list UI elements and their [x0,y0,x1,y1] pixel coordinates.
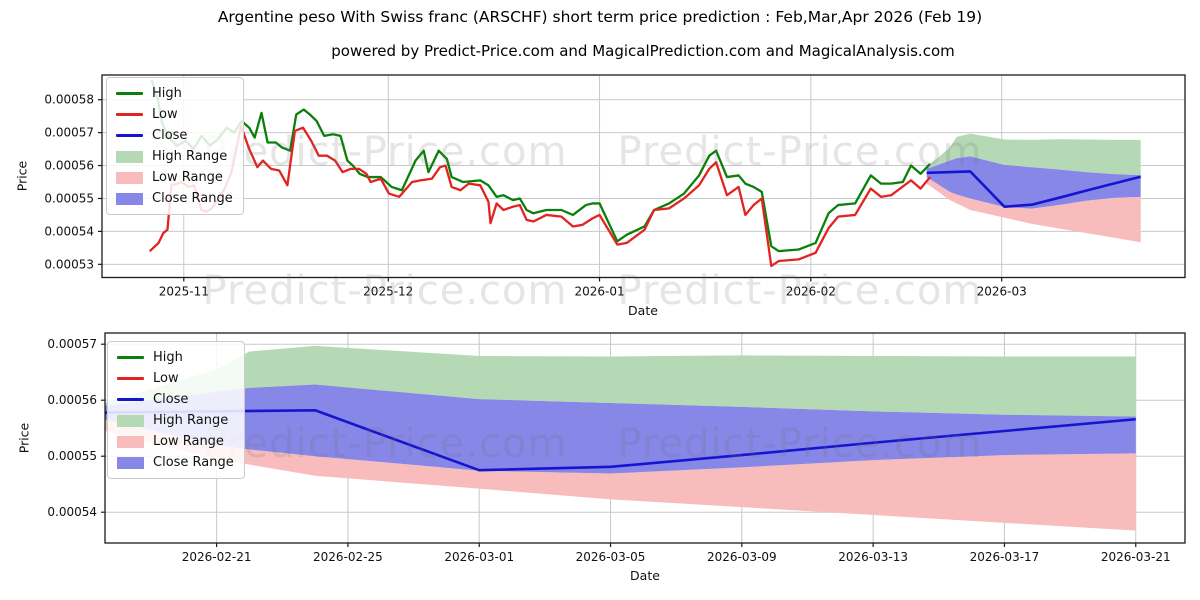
svg-text:2025-11: 2025-11 [159,285,209,299]
legend-label: High [152,86,182,101]
y-axis-label-history: Price [14,160,30,192]
high-line-swatch-icon [116,92,143,95]
svg-text:0.00056: 0.00056 [44,159,94,173]
close-line-swatch-icon [117,398,144,401]
legend-label: Low Range [153,434,224,449]
legend-item-close-range: Close Range [117,453,234,472]
legend-item-low: Low [116,105,233,124]
svg-text:2026-03: 2026-03 [977,285,1027,299]
watermark-text: Predict-Price.com [617,268,983,314]
legend-item-close: Close [116,126,233,145]
watermark-text: Predict-Price.com [202,268,568,314]
low-range-swatch-icon [116,171,143,184]
svg-text:2026-03-01: 2026-03-01 [444,550,514,564]
legend-label: Low [153,371,179,386]
svg-text:2026-02-21: 2026-02-21 [182,550,252,564]
high-line-swatch-icon [117,356,144,359]
svg-text:2026-03-05: 2026-03-05 [576,550,646,564]
x-axis-label-history: Date [628,303,658,318]
svg-text:2026-03-09: 2026-03-09 [707,550,777,564]
svg-text:2026-03-21: 2026-03-21 [1101,550,1171,564]
watermark-text: Predict-Price.com [202,129,568,175]
high-range-swatch-icon [117,414,144,427]
chart-history-with-forecast: 2025-11 2025-12 2026-01 2026-02 2026-03 0.000… [44,74,1186,299]
high-range-swatch-icon [116,150,143,163]
svg-text:2025-12: 2025-12 [363,285,413,299]
legend-item-high: High [117,348,234,367]
svg-text:0.00058: 0.00058 [44,93,94,107]
legend-item-high: High [116,84,233,103]
legend-item-close: Close [117,390,234,409]
legend-forecast-chart: High Low Close High Range Low Range Clos… [107,341,245,479]
watermark-text: Predict-Price.com [202,421,568,467]
close-range-swatch-icon [117,456,144,469]
svg-text:0.00056: 0.00056 [47,393,97,407]
legend-label: Close Range [153,455,234,470]
x-axis-label-forecast: Date [630,568,660,583]
close-range-swatch-icon [116,192,143,205]
legend-label: Close [152,128,188,143]
chart-forecast-detail: 2026-02-21 2026-02-25 2026-03-01 2026-03-05… [47,332,1186,564]
legend-item-low-range: Low Range [116,168,233,187]
svg-text:2026-03-17: 2026-03-17 [970,550,1040,564]
legend-label: High Range [152,149,228,164]
svg-text:2026-01: 2026-01 [574,285,624,299]
legend-item-low: Low [117,369,234,388]
legend-label: Low Range [152,170,223,185]
legend-item-low-range: Low Range [117,432,234,451]
svg-text:2026-02: 2026-02 [786,285,836,299]
legend-item-high-range: High Range [117,411,234,430]
svg-text:0.00057: 0.00057 [47,337,97,351]
legend-history-chart: High Low Close High Range Low Range Clos… [106,77,244,215]
legend-item-close-range: Close Range [116,189,233,208]
legend-label: Low [152,107,178,122]
legend-label: High Range [153,413,229,428]
svg-text:0.00054: 0.00054 [47,505,97,519]
low-line-swatch-icon [116,113,143,116]
svg-text:0.00053: 0.00053 [44,257,94,271]
svg-text:0.00057: 0.00057 [44,126,94,140]
watermark-text: Predict-Price.com [617,421,983,467]
low-range-swatch-icon [117,435,144,448]
svg-text:2026-03-13: 2026-03-13 [838,550,908,564]
legend-label: Close Range [152,191,233,206]
close-line-swatch-icon [116,134,143,137]
legend-label: High [153,350,183,365]
svg-text:0.00055: 0.00055 [47,449,97,463]
y-axis-label-forecast: Price [16,422,32,454]
page-title: Argentine peso With Swiss franc (ARSCHF)… [217,8,983,26]
svg-text:0.00054: 0.00054 [44,224,94,238]
legend-label: Close [153,392,189,407]
svg-text:2026-02-25: 2026-02-25 [313,550,383,564]
low-line-swatch-icon [117,377,144,380]
watermark-text: Predict-Price.com [617,129,983,175]
svg-text:0.00055: 0.00055 [44,191,94,205]
powered-by-subtitle: powered by Predict-Price.com and Magical… [331,42,955,60]
legend-item-high-range: High Range [116,147,233,166]
